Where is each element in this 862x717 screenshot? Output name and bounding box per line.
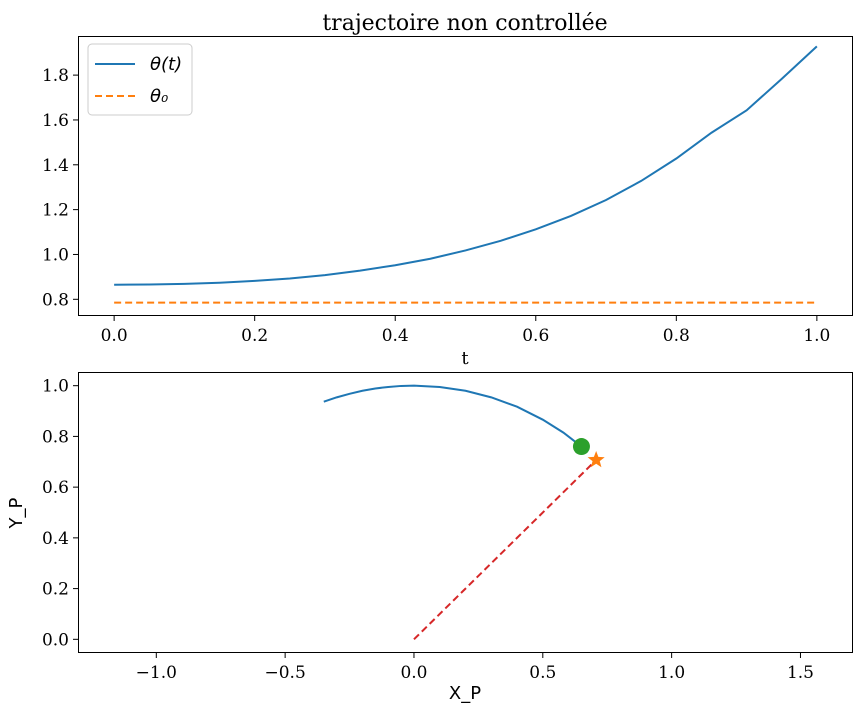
legend-label-theta-0: θ₀ [150, 86, 168, 107]
x-tick-label: 0.2 [241, 326, 268, 346]
top-ticks: 0.0 0.2 0.4 0.6 0.8 1.0 0.8 1.0 1.2 1.4 1.6 1.8 [42, 66, 830, 346]
x-tick-label: 1.0 [658, 663, 685, 683]
y-tick-label: 0.8 [42, 427, 69, 447]
y-tick-label: 1.2 [42, 201, 69, 221]
bottom-x-axis-label: X_P [449, 683, 481, 704]
y-tick-label: 0.2 [42, 580, 69, 600]
x-tick-label: 0.6 [522, 326, 549, 346]
bottom-plot: −1.0 −0.5 0.0 0.5 1.0 1.5 0.0 0.2 0.4 0.6 0.8 1.0 X… [6, 372, 853, 704]
top-plot: trajectoire non controllée 0.0 0.2 0.4 0.6 0… [42, 11, 853, 369]
target-star-marker [587, 451, 605, 468]
x-tick-label: 1.0 [803, 326, 830, 346]
reference-dashed-line [413, 459, 597, 641]
top-legend: θ(t) θ₀ [87, 43, 193, 116]
y-tick-label: 1.0 [42, 377, 69, 397]
bottom-ticks: −1.0 −0.5 0.0 0.5 1.0 1.5 0.0 0.2 0.4 0.6 0.8 1.0 [42, 377, 814, 683]
x-tick-label: 0.5 [529, 663, 556, 683]
y-tick-label: 1.6 [42, 111, 69, 131]
current-position-marker [572, 438, 590, 456]
legend-label-theta-t: θ(t) [150, 54, 182, 75]
bottom-y-axis-label: Y_P [6, 497, 27, 529]
y-tick-label: 1.4 [42, 156, 69, 176]
x-tick-label: −0.5 [264, 663, 305, 683]
y-tick-label: 1.0 [42, 245, 69, 265]
x-tick-label: 0.4 [382, 326, 409, 346]
legend-box [87, 43, 193, 116]
top-axes-frame [78, 36, 853, 316]
trajectory-arc-line [323, 384, 583, 448]
x-tick-label: 0.8 [663, 326, 690, 346]
top-x-axis-label: t [461, 348, 469, 369]
x-tick-label: 0.0 [400, 663, 427, 683]
y-tick-label: 0.4 [42, 529, 69, 549]
x-tick-label: −1.0 [136, 663, 177, 683]
x-tick-label: 0.0 [101, 326, 128, 346]
theta-t-line [114, 45, 818, 286]
y-tick-label: 1.8 [42, 66, 69, 86]
bottom-axes-frame [78, 372, 853, 653]
y-tick-label: 0.0 [42, 630, 69, 650]
y-tick-label: 0.8 [42, 290, 69, 310]
bottom-series [323, 384, 605, 641]
x-tick-label: 1.5 [787, 663, 814, 683]
top-plot-title: trajectoire non controllée [322, 11, 607, 36]
top-series [114, 45, 818, 304]
y-tick-label: 0.6 [42, 478, 69, 498]
